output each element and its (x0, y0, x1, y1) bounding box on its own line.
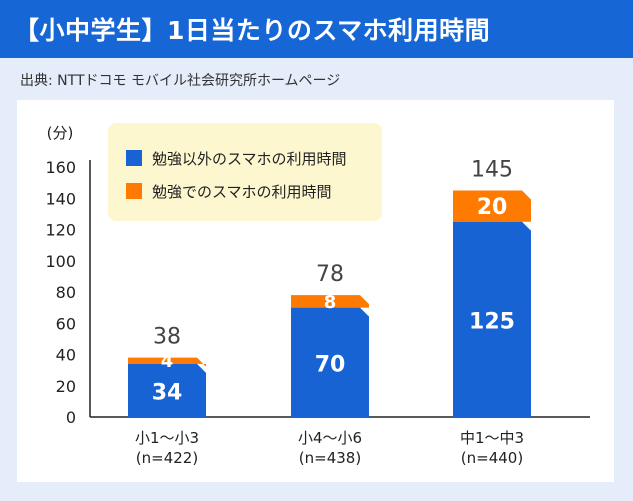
y-tick-label: 60 (56, 314, 76, 333)
y-tick-label: 20 (56, 377, 76, 396)
chart-title-banner: 【小中学生】1日当たりのスマホ利用時間 (0, 0, 633, 58)
y-tick-label: 40 (56, 346, 76, 365)
bar-value-label-non-study: 125 (469, 309, 515, 334)
x-category-label: 小4〜小6 (298, 429, 362, 447)
x-category-label: 中1〜中3 (460, 429, 524, 447)
y-tick-label: 140 (45, 189, 76, 208)
bar-value-label-study: 20 (477, 195, 508, 220)
source-note: 出典: NTTドコモ モバイル社会研究所ホームページ (20, 73, 341, 89)
x-category-label: (n=440) (461, 449, 523, 467)
bar-segment-study (128, 357, 206, 367)
x-category-label: 小1〜小3 (135, 429, 199, 447)
bar-segment-non-study (291, 307, 369, 417)
x-category-label: (n=438) (299, 449, 361, 467)
bar-value-label-study: 4 (161, 351, 174, 372)
y-tick-label: 80 (56, 283, 76, 302)
y-axis-unit-label: (分) (47, 124, 74, 142)
bar-value-label-non-study: 70 (315, 352, 346, 377)
legend-box (108, 123, 382, 221)
bar-segment-non-study (128, 363, 206, 417)
y-tick-label: 120 (45, 221, 76, 240)
legend-swatch (126, 150, 142, 166)
bar-segment-study (291, 295, 369, 308)
bar-total-label: 38 (153, 325, 181, 350)
bar-value-label-non-study: 34 (152, 380, 183, 405)
bar-segment-non-study (453, 221, 531, 417)
y-tick-label: 0 (66, 408, 76, 427)
bar-value-label-study: 8 (324, 292, 337, 313)
bar-total-label: 78 (316, 262, 344, 287)
chart-title: 【小中学生】1日当たりのスマホ利用時間 (14, 16, 491, 45)
legend-swatch (126, 183, 142, 199)
bar-total-label: 145 (471, 157, 513, 182)
bar-segment-study (453, 190, 531, 222)
x-category-label: (n=422) (136, 449, 198, 467)
legend-label: 勉強でのスマホの利用時間 (152, 183, 332, 201)
y-tick-label: 100 (45, 252, 76, 271)
legend-label: 勉強以外のスマホの利用時間 (152, 150, 347, 168)
y-tick-label: 160 (45, 158, 76, 177)
